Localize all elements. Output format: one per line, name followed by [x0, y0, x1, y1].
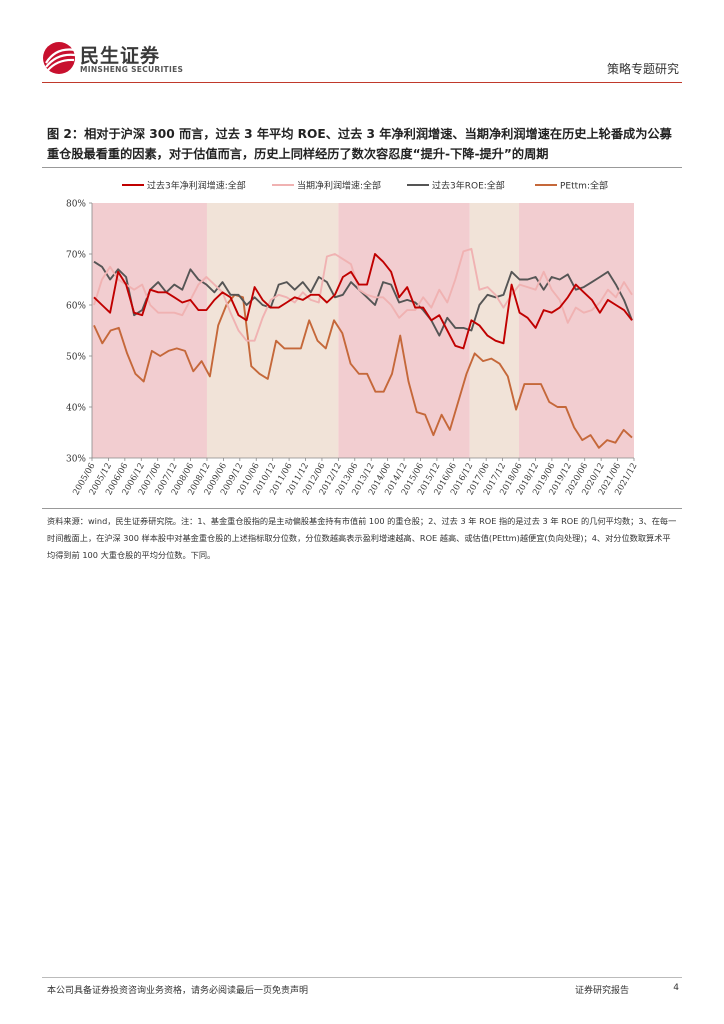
header-divider: [42, 82, 682, 83]
source-divider: [42, 508, 682, 509]
shaded-period-2: [338, 203, 470, 458]
shaded-period-0: [92, 203, 207, 458]
line-chart: 30%40%50%60%70%80%2005/062005/122006/062…: [66, 180, 640, 498]
legend-label-2: 过去3年ROE:全部: [432, 180, 505, 192]
series-line-2: [93, 260, 633, 337]
source-note: 资料来源：wind，民生证券研究院。注：1、基金重仓股指的是主动偏股基金持有市值…: [47, 516, 677, 560]
brand-name-cn: 民生证券: [80, 45, 161, 67]
legend-label-0: 过去3年净利润增速:全部: [147, 180, 246, 192]
y-tick-label: 50%: [66, 353, 86, 363]
title-divider: [42, 167, 682, 168]
figure-title: 图 2：相对于沪深 300 而言，过去 3 年平均 ROE、过去 3 年净利润增…: [47, 127, 672, 161]
shaded-period-4: [519, 203, 634, 458]
y-tick-label: 40%: [66, 404, 86, 414]
y-tick-label: 30%: [66, 455, 86, 465]
footer-report-type: 证券研究报告: [574, 986, 629, 996]
series-line-0: [93, 253, 633, 350]
series-line-1: [93, 247, 633, 342]
brand-name-en: MINSHENG SECURITIES: [80, 65, 184, 74]
footer-divider: [42, 977, 682, 978]
series-line-3: [93, 293, 633, 449]
y-tick-label: 70%: [66, 251, 86, 261]
shaded-period-3: [469, 203, 520, 458]
footer-disclaimer: 本公司具备证券投资咨询业务资格，请务必阅读最后一页免责声明: [47, 986, 309, 996]
page-number: 4: [673, 983, 679, 993]
legend-label-3: PEttm:全部: [560, 180, 608, 192]
shaded-period-1: [206, 203, 339, 458]
brand-logo: 民生证券 MINSHENG SECURITIES: [42, 41, 183, 77]
legend-label-1: 当期净利润增速:全部: [297, 180, 381, 192]
minsheng-logo-icon: [43, 42, 76, 74]
y-tick-label: 80%: [66, 200, 86, 210]
y-tick-label: 60%: [66, 302, 86, 312]
document-type: 策略专题研究: [606, 62, 679, 76]
